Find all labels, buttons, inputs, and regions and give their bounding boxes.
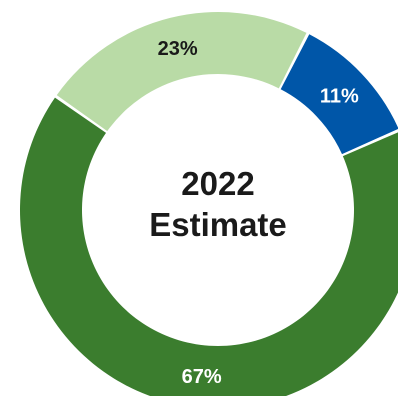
donut-slices: [20, 11, 398, 396]
center-title-line-1: 2022: [181, 165, 254, 202]
slice-labels: 11% 67% 23%: [158, 38, 359, 388]
slice-0: [280, 34, 398, 155]
slice-label-1: 67%: [182, 366, 222, 388]
slice-1: [20, 97, 398, 396]
center-title-line-2: Estimate: [149, 206, 287, 243]
slice-2: [56, 11, 307, 132]
slice-label-2: 23%: [158, 38, 198, 60]
slice-label-0: 11%: [320, 85, 359, 107]
